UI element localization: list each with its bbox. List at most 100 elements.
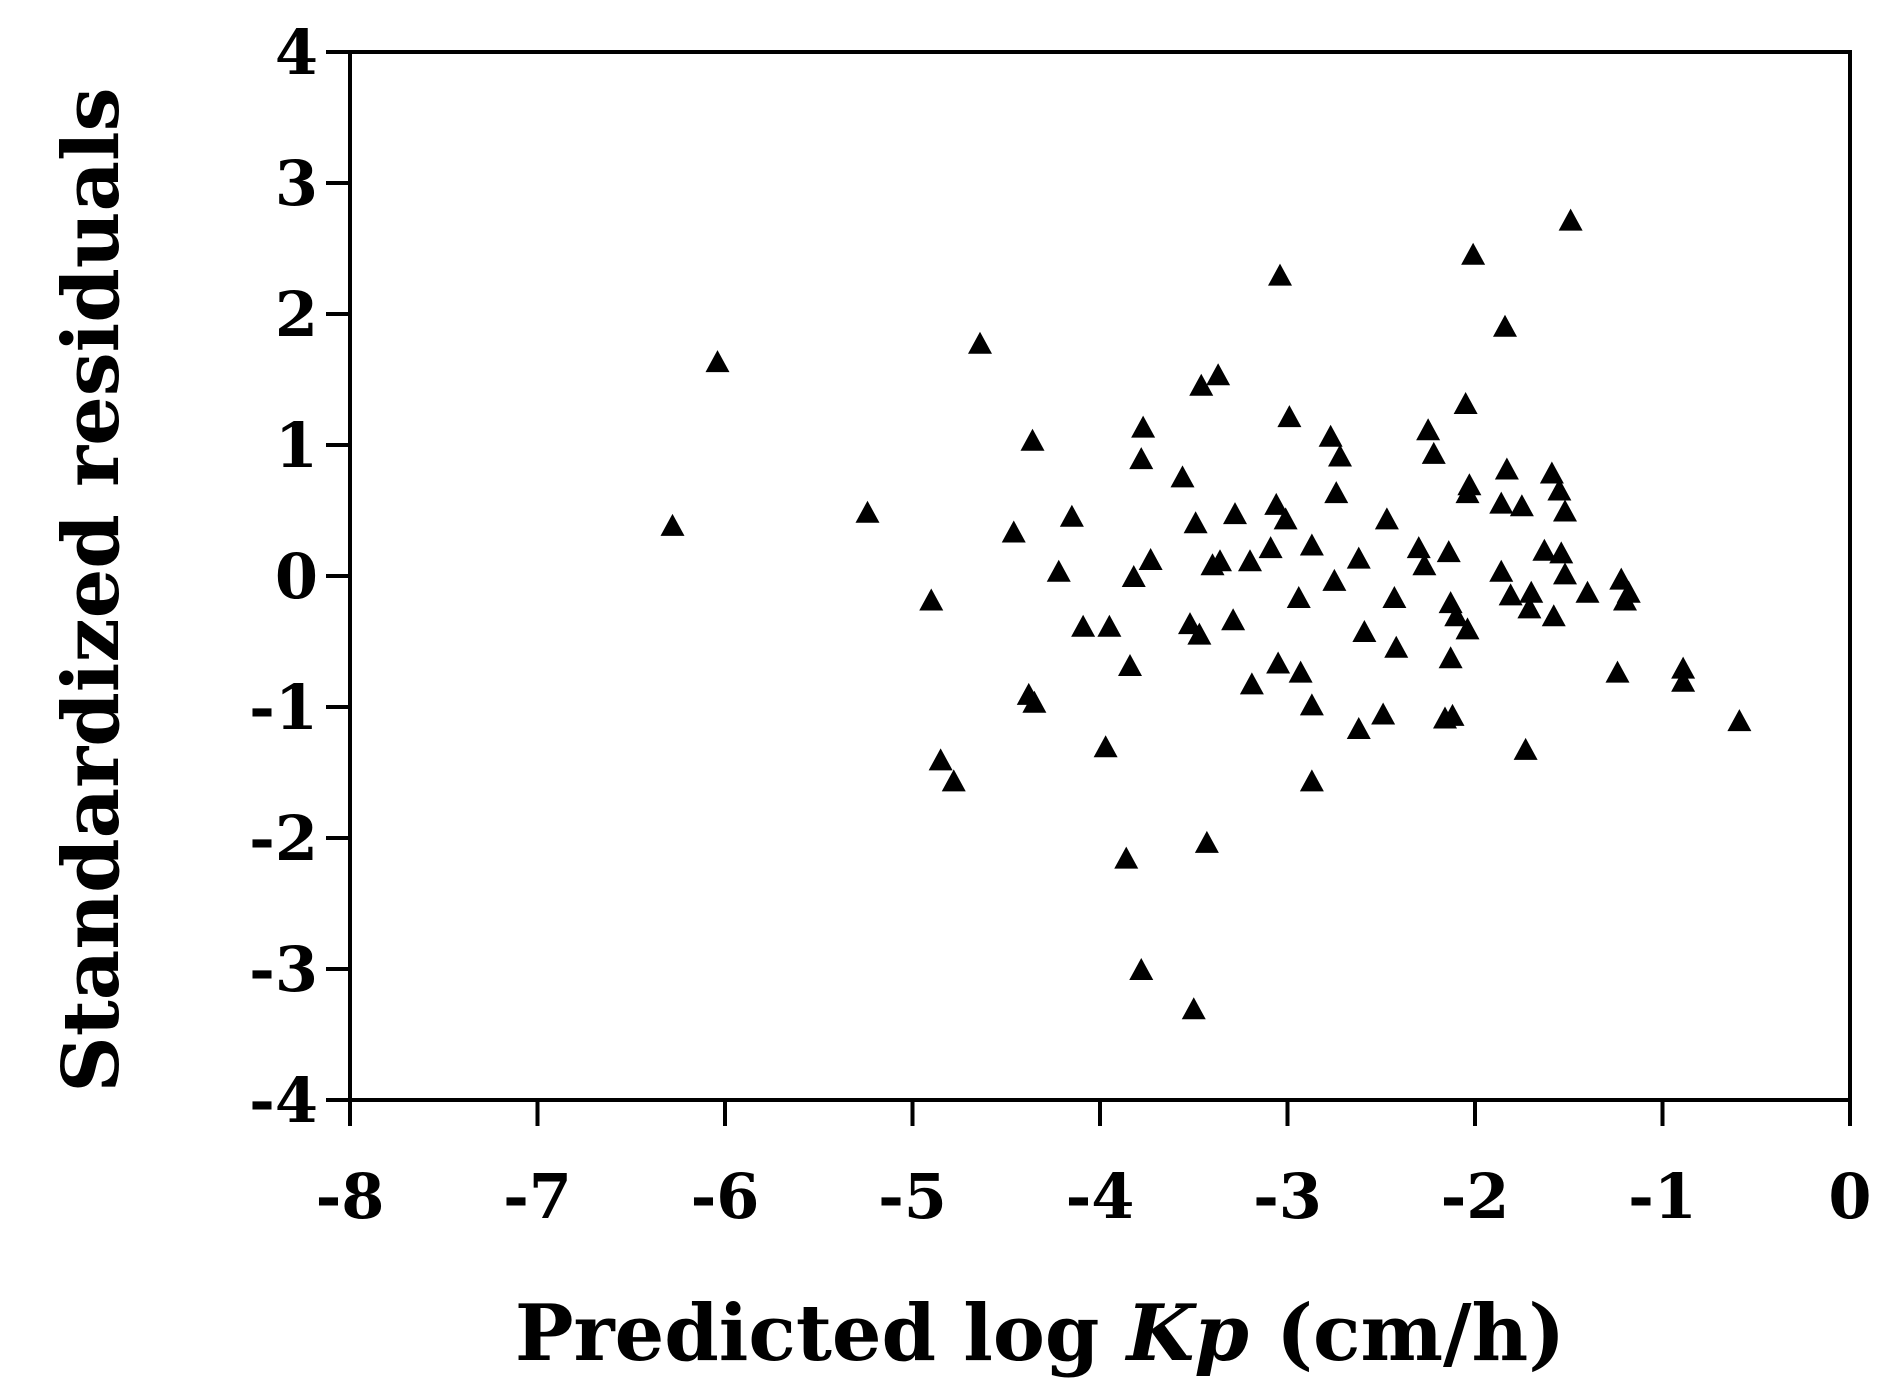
data-point	[1129, 957, 1154, 980]
y-tick-label: -3	[249, 933, 318, 1006]
data-point	[1553, 499, 1577, 522]
data-point	[941, 769, 966, 792]
data-point	[1519, 580, 1544, 603]
data-point	[1299, 693, 1324, 716]
data-point	[1382, 585, 1407, 608]
y-tick-label: -1	[249, 671, 318, 744]
data-point	[1575, 580, 1600, 603]
data-point	[1498, 583, 1523, 606]
data-point	[1299, 769, 1324, 792]
data-point	[1461, 242, 1486, 265]
x-tick-label: -4	[1066, 1160, 1135, 1233]
data-point	[1453, 392, 1478, 415]
y-tick-label: 1	[275, 409, 318, 482]
data-point	[1493, 314, 1517, 337]
data-point	[1286, 585, 1311, 608]
x-tick-label: -1	[1628, 1160, 1697, 1233]
data-point	[1322, 568, 1347, 591]
data-point	[1558, 208, 1583, 231]
data-point	[660, 513, 685, 536]
data-point	[1421, 441, 1446, 464]
data-point	[1189, 373, 1214, 396]
x-tick-label: -5	[878, 1160, 947, 1233]
x-axis-title-prefix: Predicted log	[515, 1288, 1127, 1379]
data-point	[1299, 533, 1324, 556]
y-tick-label: -4	[249, 1064, 318, 1137]
data-point	[1071, 614, 1096, 637]
data-point	[1541, 604, 1566, 627]
data-point	[1727, 709, 1752, 732]
y-tick-label: 2	[275, 278, 318, 351]
data-point	[1517, 596, 1542, 619]
data-point	[1268, 263, 1292, 286]
data-point	[1671, 656, 1696, 679]
data-point	[1020, 428, 1045, 451]
data-point	[1223, 502, 1247, 525]
data-point	[1324, 481, 1349, 504]
data-point	[1097, 614, 1122, 637]
data-point	[1440, 703, 1465, 726]
data-point	[705, 350, 730, 373]
y-tick-label: 0	[275, 540, 318, 613]
data-point	[1183, 511, 1208, 534]
data-point	[1416, 418, 1441, 441]
data-point	[1129, 447, 1154, 470]
data-point	[1239, 672, 1264, 695]
data-point	[1605, 660, 1630, 683]
data-point	[1266, 651, 1291, 674]
x-tick-label: -7	[503, 1160, 572, 1233]
data-point	[1509, 494, 1534, 517]
data-point	[1178, 612, 1202, 635]
axis-ticks: -4 -3 -2 -1 0 1 2 3 4 -8 -7 -6 -5 -4 -3 -2 -1 0	[249, 16, 1871, 1233]
data-point	[1221, 608, 1246, 631]
data-point	[919, 588, 944, 611]
data-point	[1513, 737, 1538, 760]
data-point	[1277, 405, 1302, 428]
data-point	[1553, 562, 1577, 585]
data-point	[1273, 507, 1298, 530]
data-point	[1288, 660, 1313, 683]
data-point	[1118, 654, 1142, 677]
y-tick-label: -2	[249, 802, 318, 875]
data-point	[1371, 702, 1396, 725]
data-point	[1346, 546, 1371, 569]
data-point	[1494, 457, 1519, 480]
data-point	[1258, 536, 1283, 559]
data-point	[1489, 559, 1514, 582]
data-point	[1022, 690, 1047, 713]
y-axis-title: Standardized residuals	[46, 87, 137, 1092]
data-point	[1532, 538, 1557, 561]
x-tick-label: -8	[316, 1160, 385, 1233]
data-point	[1206, 363, 1231, 386]
data-point	[1059, 504, 1084, 527]
data-point	[1093, 735, 1118, 758]
data-point	[1346, 716, 1371, 739]
data-point	[1208, 549, 1232, 572]
data-point	[1412, 553, 1437, 576]
x-axis-title-italic: Kp	[1125, 1288, 1249, 1379]
data-point	[1352, 620, 1377, 642]
data-point	[1114, 846, 1139, 869]
data-point	[1455, 617, 1480, 640]
data-point	[1384, 635, 1409, 658]
x-axis-title-suffix: (cm/h)	[1249, 1288, 1565, 1379]
data-point	[1121, 564, 1146, 587]
x-tick-label: -3	[1253, 1160, 1322, 1233]
x-tick-label: 0	[1828, 1160, 1871, 1233]
data-point	[1547, 478, 1572, 501]
data-point	[1238, 549, 1262, 572]
data-point	[1046, 559, 1071, 582]
data-point	[928, 748, 953, 771]
data-point	[1616, 580, 1641, 603]
y-tick-label: 3	[275, 147, 318, 220]
x-axis-title: Predicted log Kp (cm/h)	[515, 1288, 1565, 1379]
data-point	[1170, 465, 1195, 488]
data-point	[1444, 604, 1469, 627]
data-point	[1406, 536, 1431, 559]
data-point	[1438, 646, 1463, 669]
x-tick-label: -6	[691, 1160, 760, 1233]
data-point	[1194, 830, 1219, 853]
x-tick-label: -2	[1441, 1160, 1510, 1233]
